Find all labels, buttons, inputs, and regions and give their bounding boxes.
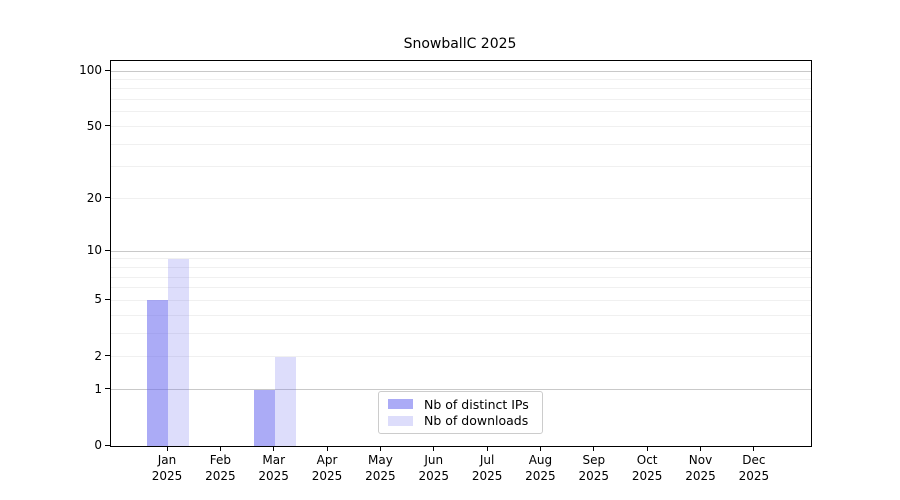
x-tick-label: Oct 2025: [631, 453, 663, 483]
minor-gridline: [111, 287, 811, 289]
legend: Nb of distinct IPs Nb of downloads: [378, 391, 543, 434]
minor-gridline: [111, 266, 811, 268]
y-tick-label: 1: [94, 381, 102, 396]
minor-gridline: [111, 314, 811, 316]
y-tick-label: 20: [86, 190, 102, 205]
legend-swatch-downloads-icon: [388, 415, 413, 426]
y-tick-mark: [105, 197, 110, 199]
x-tick-label: Apr 2025: [311, 453, 343, 483]
x-tick-mark: [433, 447, 435, 451]
legend-label-downloads: Nb of downloads: [424, 413, 529, 429]
y-tick-mark: [105, 444, 110, 446]
x-tick-label: May 2025: [365, 453, 396, 483]
minor-gridline: [111, 276, 811, 278]
x-tick-label: Jun 2025: [418, 453, 450, 483]
minor-gridline: [111, 356, 811, 358]
bar-distinct-ips: [253, 389, 275, 446]
bar-downloads: [168, 258, 189, 446]
x-tick-label: Jul 2025: [471, 453, 503, 483]
minor-gridline: [111, 143, 811, 145]
minor-gridline: [111, 111, 811, 113]
x-tick-mark: [539, 447, 541, 451]
x-tick-mark: [486, 447, 488, 451]
major-gridline: [111, 389, 811, 391]
y-tick-mark: [105, 298, 110, 300]
minor-gridline: [111, 258, 811, 260]
minor-gridline: [111, 198, 811, 200]
bar-distinct-ips: [147, 300, 168, 446]
y-tick-mark: [105, 69, 110, 71]
x-tick-label: Nov 2025: [685, 453, 716, 483]
y-tick-label: 0: [94, 438, 102, 452]
x-tick-mark: [166, 447, 168, 451]
x-tick-label: Mar 2025: [258, 453, 289, 483]
chart-title: SnowballC 2025: [403, 36, 517, 52]
legend-label-distinct-ips: Nb of distinct IPs: [424, 396, 529, 412]
bar-downloads: [274, 356, 296, 446]
major-gridline: [111, 250, 811, 252]
y-tick-label: 10: [86, 243, 102, 258]
y-tick-mark: [105, 125, 110, 127]
minor-gridline: [111, 332, 811, 334]
x-tick-mark: [273, 447, 275, 451]
y-tick-mark: [105, 249, 110, 251]
minor-gridline: [111, 166, 811, 168]
x-tick-mark: [326, 447, 328, 451]
y-tick-mark: [105, 355, 110, 357]
legend-item-distinct-ips: Nb of distinct IPs: [388, 396, 533, 412]
legend-item-downloads: Nb of downloads: [388, 413, 533, 429]
x-tick-label: Feb 2025: [205, 453, 236, 483]
y-tick-label: 5: [94, 292, 102, 307]
minor-gridline: [111, 99, 811, 101]
x-tick-mark: [593, 447, 595, 451]
legend-swatch-distinct-ips-icon: [388, 399, 413, 410]
minor-gridline: [111, 126, 811, 128]
minor-gridline: [111, 299, 811, 301]
minor-gridline: [111, 78, 811, 80]
x-tick-mark: [379, 447, 381, 451]
x-tick-mark: [700, 447, 701, 451]
minor-gridline: [111, 88, 811, 90]
y-tick-mark: [105, 388, 110, 390]
y-tick-label: 100: [79, 63, 102, 77]
x-tick-mark: [646, 447, 648, 451]
x-tick-label: Jan 2025: [151, 453, 183, 483]
x-tick-label: Dec 2025: [738, 453, 770, 483]
x-tick-label: Aug 2025: [525, 453, 556, 483]
plot-area: [110, 60, 812, 447]
y-tick-label: 2: [94, 348, 102, 363]
x-tick-label: Sep 2025: [578, 453, 610, 483]
y-tick-label: 50: [86, 118, 102, 133]
x-tick-mark: [753, 447, 755, 451]
major-gridline: [111, 70, 811, 72]
x-tick-mark: [219, 447, 221, 451]
